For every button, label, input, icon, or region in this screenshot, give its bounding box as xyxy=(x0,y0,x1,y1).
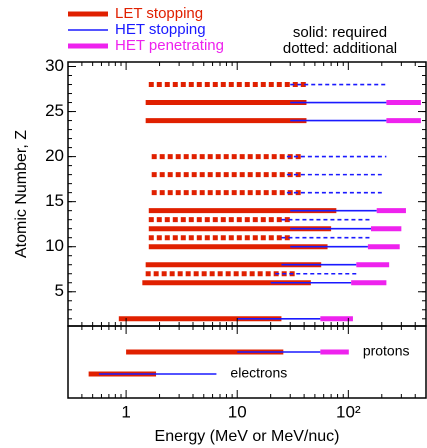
y-tick-label: 30 xyxy=(45,56,64,75)
y-tick-label: 10 xyxy=(45,236,64,255)
particle-label: electrons xyxy=(230,365,287,381)
y-axis-label: Atomic Number, Z xyxy=(13,130,30,258)
y-tick-label: 5 xyxy=(55,281,64,300)
x-tick-label: 1 xyxy=(121,402,130,421)
particle-label: protons xyxy=(363,343,410,359)
legend-label: HET stopping xyxy=(115,21,206,38)
note-additional: dotted: additional xyxy=(283,40,397,57)
x-tick-label: 10 xyxy=(228,402,247,421)
y-tick-label: 25 xyxy=(45,101,64,120)
note-required: solid: required xyxy=(293,24,387,41)
legend-label: HET penetrating xyxy=(115,37,224,54)
x-tick-label: 10² xyxy=(336,402,361,421)
y-tick-label: 20 xyxy=(45,146,64,165)
y-tick-label: 15 xyxy=(45,191,64,210)
x-axis-label: Energy (MeV or MeV/nuc) xyxy=(155,428,340,445)
legend-label: LET stopping xyxy=(115,5,203,22)
lower-frame xyxy=(67,325,427,399)
